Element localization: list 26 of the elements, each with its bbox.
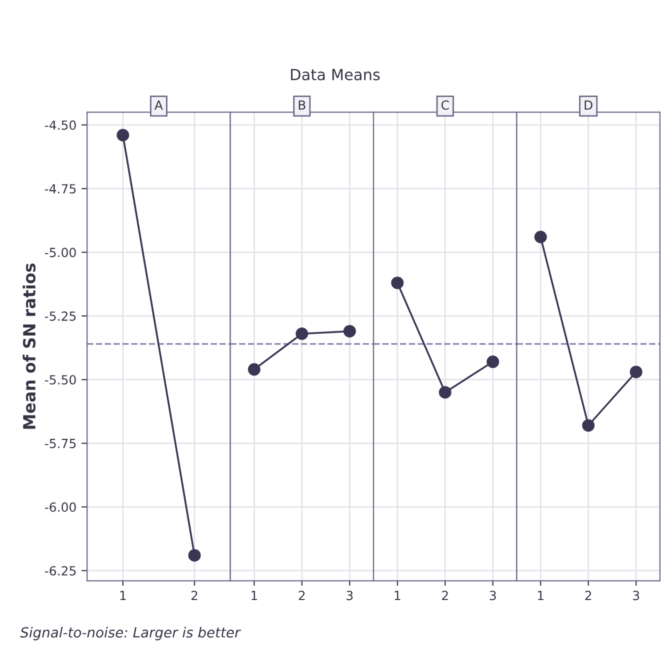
x-tick-label: 1 — [252, 590, 258, 600]
y-tick-label: -4.50 — [44, 120, 76, 130]
y-tick-label: -5.00 — [44, 248, 76, 258]
y-tick-label: -5.75 — [44, 438, 76, 448]
text: Signal-to-noise: Larger is better — [20, 626, 241, 640]
y-tick-label: -6.25 — [44, 566, 76, 576]
chart-title: A — [154, 100, 163, 110]
y-tick-label: -5.25 — [44, 311, 76, 321]
x-tick-label: 1 — [120, 590, 126, 600]
text: Data Means — [291, 68, 380, 80]
chart-title: D — [584, 100, 592, 110]
x-tick-label: 2 — [585, 590, 592, 600]
x-tick-label: 2 — [298, 590, 305, 600]
chart-title: C — [441, 100, 449, 110]
y-tick-label: -4.75 — [44, 184, 76, 194]
x-tick-label: 3 — [490, 590, 496, 600]
x-tick-label: 1 — [538, 590, 544, 600]
x-tick-label: 2 — [442, 590, 448, 600]
y-tick-label: -5.50 — [44, 375, 76, 385]
x-tick-label: 3 — [346, 590, 353, 600]
x-tick-label: 3 — [633, 590, 640, 600]
chart-title: B — [298, 100, 306, 110]
x-tick-label: 2 — [191, 590, 198, 600]
y-tick-label: -6.00 — [44, 502, 76, 512]
y-axis-title: Mean of SN ratios — [22, 264, 36, 429]
x-tick-label: 1 — [394, 590, 400, 600]
